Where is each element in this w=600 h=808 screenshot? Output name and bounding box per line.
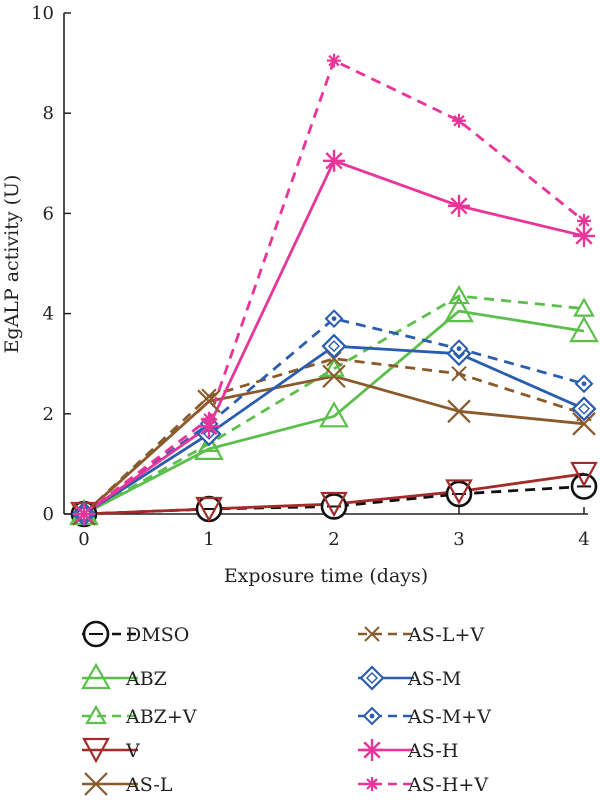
series-lines xyxy=(83,59,585,516)
data-point xyxy=(195,496,223,523)
data-point xyxy=(445,479,473,505)
data-point xyxy=(323,149,345,172)
data-point xyxy=(324,309,344,329)
legend: DMSO ABZ ABZ+V V AS-L AS-L+V AS-M AS-M+V AS-H AS-… xyxy=(81,620,491,796)
legend-item: AS-L+V xyxy=(358,624,484,646)
x-tick-label: 4 xyxy=(578,529,589,550)
data-point xyxy=(573,224,595,247)
series-line-dmso xyxy=(83,485,585,516)
legend-label: AS-L xyxy=(125,774,173,796)
y-tick-label: 0 xyxy=(43,504,54,525)
legend-item: ABZ xyxy=(81,662,167,690)
y-axis-title: EgALP activity (U) xyxy=(1,175,23,354)
data-point xyxy=(202,411,216,426)
legend-item: V xyxy=(82,737,140,764)
data-point xyxy=(447,399,471,424)
legend-item: AS-H xyxy=(358,739,458,762)
data-point xyxy=(451,366,467,382)
x-tick-label: 2 xyxy=(328,529,339,550)
data-point xyxy=(448,194,470,217)
x-tick-label: 0 xyxy=(78,529,89,550)
legend-label: ABZ+V xyxy=(125,706,197,728)
data-point xyxy=(572,412,596,436)
data-point xyxy=(201,388,217,404)
y-tick-label: 10 xyxy=(31,3,54,24)
data-point xyxy=(570,461,598,488)
data-point xyxy=(327,53,341,68)
x-axis-title: Exposure time (days) xyxy=(224,565,428,587)
y-tick-label: 8 xyxy=(43,103,54,124)
data-point xyxy=(195,495,223,523)
legend-item: AS-H+V xyxy=(358,774,488,796)
series-line-abz-v xyxy=(83,294,585,516)
legend-item: DMSO xyxy=(82,620,189,648)
plot-area: 0 2 4 6 8 10 0 1 2 3 4 xyxy=(31,3,599,550)
y-tick-label: 6 xyxy=(43,203,54,224)
x-tick-label: 1 xyxy=(203,529,214,550)
legend-label: AS-M xyxy=(407,668,461,690)
data-point xyxy=(448,284,470,305)
legend-item: AS-M xyxy=(358,665,461,691)
y-ticks: 0 2 4 6 8 10 xyxy=(31,3,71,525)
y-tick-label: 4 xyxy=(43,304,54,325)
data-point xyxy=(198,432,220,452)
y-tick-label: 2 xyxy=(43,404,54,425)
data-point xyxy=(569,315,599,343)
data-point xyxy=(444,295,474,323)
data-point xyxy=(574,374,594,394)
series-line-as-m xyxy=(83,344,585,516)
data-point xyxy=(320,491,348,518)
data-point xyxy=(319,401,349,428)
data-point xyxy=(577,213,591,228)
legend-label: AS-L+V xyxy=(407,624,484,646)
data-point xyxy=(452,113,466,128)
data-point xyxy=(573,297,595,317)
data-point xyxy=(197,389,221,414)
series-markers xyxy=(69,53,599,528)
legend-item: ABZ+V xyxy=(82,704,197,728)
legend-label: ABZ xyxy=(125,668,167,690)
legend-label: AS-H xyxy=(407,740,458,762)
legend-label: V xyxy=(125,740,140,762)
legend-item: AS-M+V xyxy=(358,706,491,728)
legend-label: DMSO xyxy=(126,624,189,646)
data-point xyxy=(320,493,348,520)
x-tick-label: 3 xyxy=(453,529,464,550)
data-point xyxy=(571,396,597,422)
data-point xyxy=(449,339,469,359)
legend-item: AS-L xyxy=(82,772,173,796)
legend-label: AS-M+V xyxy=(407,706,491,728)
data-point xyxy=(321,333,347,359)
data-point xyxy=(77,507,91,521)
legend-label: AS-H+V xyxy=(407,774,488,796)
data-point xyxy=(322,364,346,389)
series-line-abz xyxy=(83,309,585,516)
